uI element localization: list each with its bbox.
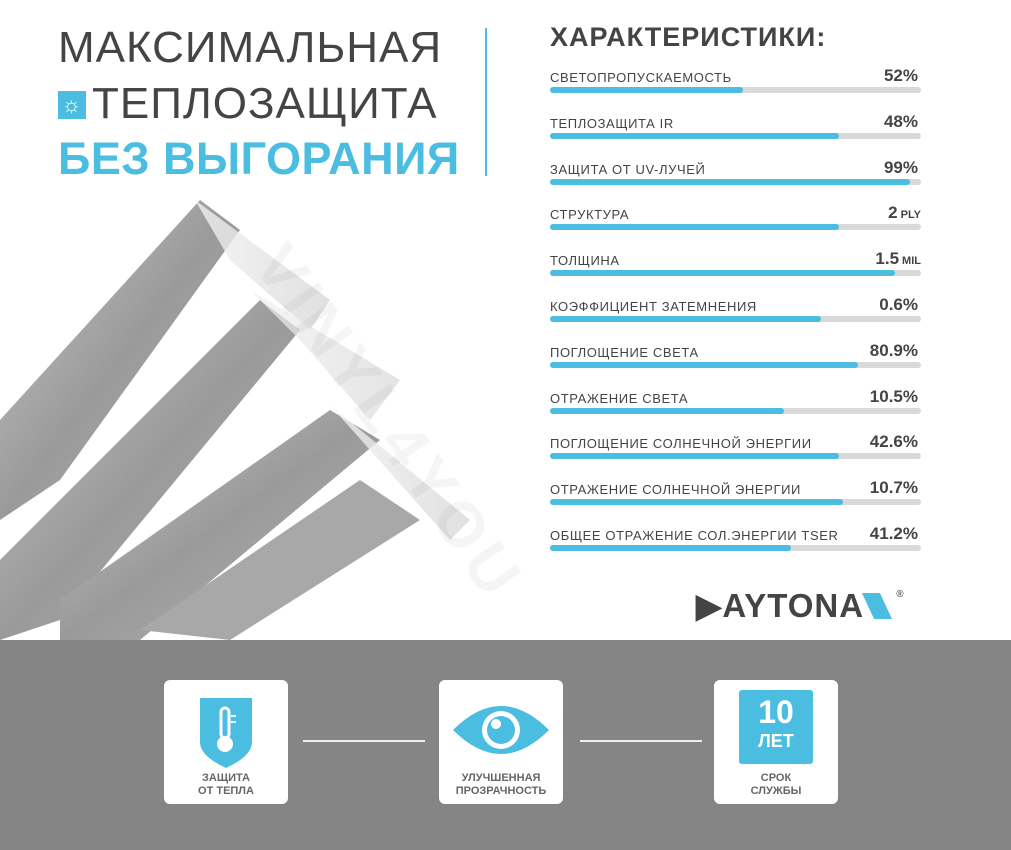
- feature-caption: ЗАЩИТА ОТ ТЕПЛА: [198, 772, 254, 797]
- daytona-logo: ▶AYTONA ®: [696, 587, 905, 624]
- spec-value: 80.9%: [869, 340, 918, 360]
- spec-row: ЗАЩИТА ОТ UV-ЛУЧЕЙ 99%: [550, 158, 921, 192]
- spec-bar-fill: [550, 361, 858, 368]
- spec-bar-fill: [550, 132, 840, 139]
- spec-bar-track: [550, 87, 921, 93]
- spec-row: ОТРАЖЕНИЕ СОЛНЕЧНОЙ ЭНЕРГИИ 10.7%: [550, 478, 921, 512]
- spec-label: КОЭФФИЦИЕНТ ЗАТЕМНЕНИЯ: [550, 299, 757, 314]
- connector-line: [580, 740, 702, 742]
- spec-bar-fill: [550, 270, 896, 277]
- spec-bar-track: [550, 499, 921, 506]
- spec-row: СТРУКТУРА 2 PLY: [550, 203, 921, 237]
- spec-label: ОБЩЕЕ ОТРАЖЕНИЕ СОЛ.ЭНЕРГИИ TSER: [550, 528, 839, 543]
- headline-line2-text: ТЕПЛОЗАЩИТА: [92, 79, 438, 128]
- headline-line1: МАКСИМАЛЬНАЯ: [58, 23, 443, 72]
- spec-label: ЗАЩИТА ОТ UV-ЛУЧЕЙ: [550, 161, 706, 177]
- spec-value: 99%: [883, 157, 918, 177]
- spec-bar-fill: [550, 316, 821, 322]
- spec-value: 2 PLY: [888, 203, 921, 223]
- spec-bar-fill: [550, 453, 840, 460]
- spec-bar-track: [550, 178, 921, 185]
- headline-line3: БЕЗ ВЫГОРАНИЯ: [58, 133, 460, 184]
- divider: [485, 28, 487, 176]
- spec-bar-fill: [550, 87, 743, 93]
- spec-bar-fill: [550, 224, 840, 231]
- specs-title: ХАРАКТЕРИСТИКИ:: [550, 22, 827, 52]
- spec-label: ПОГЛОЩЕНИЕ СОЛНЕЧНОЙ ЭНЕРГИИ: [550, 436, 812, 452]
- spec-label: СВЕТОПРОПУСКАЕМОСТЬ: [550, 70, 732, 85]
- spec-row: ТОЛЩИНА 1.5 MIL: [550, 249, 921, 283]
- spec-label: ПОГЛОЩЕНИЕ СВЕТА: [550, 344, 699, 360]
- spec-row: СВЕТОПРОПУСКАЕМОСТЬ 52%: [550, 66, 921, 100]
- spec-label: ОТРАЖЕНИЕ СВЕТА: [550, 390, 689, 406]
- spec-bar-track: [550, 361, 921, 368]
- spec-value: 48%: [883, 111, 918, 131]
- spec-bar-fill: [550, 178, 910, 185]
- spec-label: ТОЛЩИНА: [550, 253, 620, 269]
- spec-row: ТЕПЛОЗАЩИТА IR 48%: [550, 112, 921, 146]
- spec-bar-track: [550, 132, 921, 139]
- spec-bar-fill: [550, 545, 792, 551]
- spec-row: ОБЩЕЕ ОТРАЖЕНИЕ СОЛ.ЭНЕРГИИ TSER 41.2%: [550, 524, 921, 558]
- spec-bar-track: [550, 453, 921, 460]
- spec-bar-track: [550, 270, 921, 277]
- spec-label: ОТРАЖЕНИЕ СОЛНЕЧНОЙ ЭНЕРГИИ: [550, 482, 801, 498]
- connector-line: [303, 740, 425, 742]
- feature-clarity: УЛУЧШЕННАЯ ПРОЗРАЧНОСТЬ: [439, 680, 563, 804]
- spec-value: 42.6%: [869, 432, 918, 452]
- registered-mark: ®: [896, 589, 905, 600]
- spec-row: КОЭФФИЦИЕНТ ЗАТЕМНЕНИЯ 0.6%: [550, 295, 921, 329]
- feature-service-life: 10 ЛЕТ СРОК СЛУЖБЫ: [714, 680, 838, 804]
- spec-value: 52%: [883, 66, 918, 85]
- feature-heat-protection: ЗАЩИТА ОТ ТЕПЛА: [164, 680, 288, 804]
- hero-section: VINYL4YOU МАКСИМАЛЬНАЯ ☼ТЕПЛОЗАЩИТА БЕЗ …: [0, 22, 921, 640]
- spec-bar-track: [550, 407, 921, 414]
- spec-bar-fill: [550, 407, 784, 414]
- sun-icon: ☼: [58, 91, 86, 119]
- thermometer-shield-icon: [200, 698, 252, 768]
- film-rolls-image: [0, 200, 470, 640]
- eye-icon: [453, 706, 549, 754]
- feature-caption: УЛУЧШЕННАЯ ПРОЗРАЧНОСТЬ: [455, 772, 547, 797]
- spec-value: 0.6%: [879, 295, 918, 314]
- spec-bar-track: [550, 316, 921, 322]
- spec-row: ОТРАЖЕНИЕ СВЕТА 10.5%: [550, 387, 921, 421]
- spec-row: ПОГЛОЩЕНИЕ СОЛНЕЧНОЙ ЭНЕРГИИ 42.6%: [550, 432, 921, 466]
- spec-value: 41.2%: [869, 524, 918, 543]
- spec-row: ПОГЛОЩЕНИЕ СВЕТА 80.9%: [550, 341, 921, 375]
- spec-bar-track: [550, 224, 921, 231]
- headline-line2: ☼ ТЕПЛОЗАЩИТА: [58, 82, 438, 126]
- spec-value: 10.7%: [869, 478, 918, 498]
- spec-value: 10.5%: [869, 386, 918, 406]
- spec-bar-track: [550, 545, 921, 551]
- feature-caption: СРОК СЛУЖБЫ: [750, 772, 802, 797]
- spec-value: 1.5 MIL: [875, 249, 921, 269]
- spec-bar-fill: [550, 499, 844, 506]
- ten-years-badge-icon: 10 ЛЕТ: [739, 690, 813, 764]
- spec-label: ТЕПЛОЗАЩИТА IR: [550, 115, 674, 131]
- spec-label: СТРУКТУРА: [550, 207, 630, 223]
